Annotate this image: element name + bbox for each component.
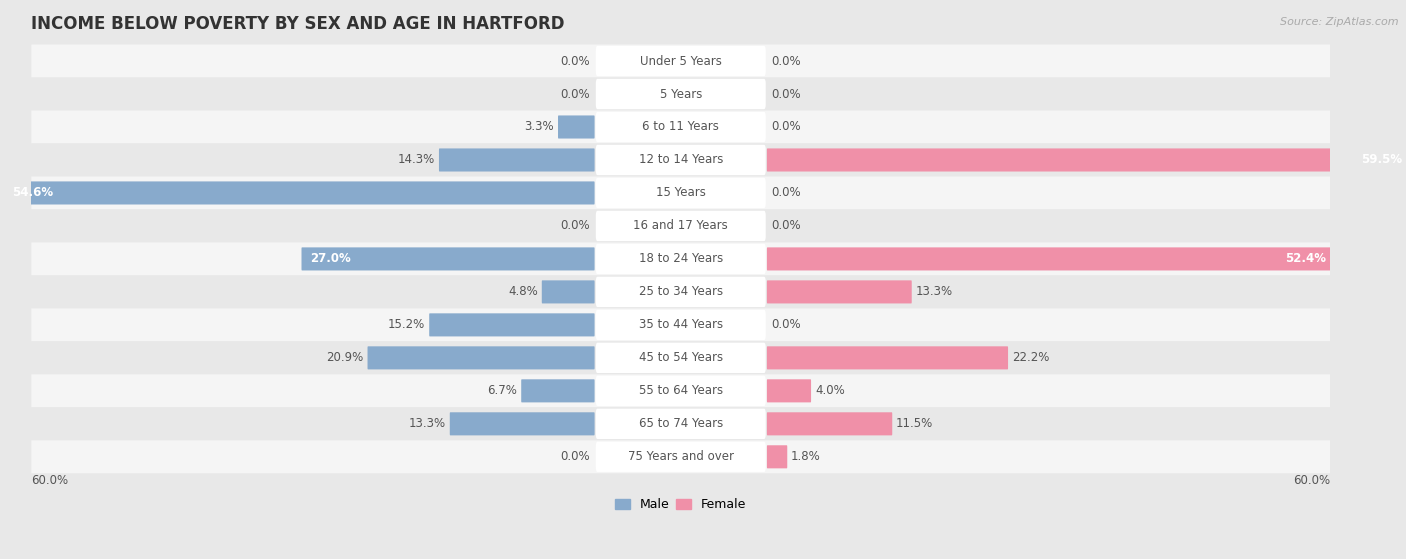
FancyBboxPatch shape xyxy=(31,144,1330,177)
Text: 0.0%: 0.0% xyxy=(560,55,591,68)
Text: 6.7%: 6.7% xyxy=(488,385,517,397)
Text: 52.4%: 52.4% xyxy=(1285,253,1326,266)
Text: 0.0%: 0.0% xyxy=(560,88,591,101)
FancyBboxPatch shape xyxy=(596,244,766,274)
Text: 3.3%: 3.3% xyxy=(524,121,554,134)
FancyBboxPatch shape xyxy=(450,413,595,435)
Text: 11.5%: 11.5% xyxy=(896,418,934,430)
Text: 0.0%: 0.0% xyxy=(772,187,801,200)
FancyBboxPatch shape xyxy=(766,347,1008,369)
Text: 25 to 34 Years: 25 to 34 Years xyxy=(638,286,723,299)
Text: 0.0%: 0.0% xyxy=(772,319,801,331)
FancyBboxPatch shape xyxy=(766,248,1334,271)
Text: 0.0%: 0.0% xyxy=(772,88,801,101)
FancyBboxPatch shape xyxy=(31,342,1330,375)
FancyBboxPatch shape xyxy=(31,78,1330,111)
Text: 0.0%: 0.0% xyxy=(772,121,801,134)
Text: 0.0%: 0.0% xyxy=(772,220,801,233)
Text: 13.3%: 13.3% xyxy=(409,418,446,430)
FancyBboxPatch shape xyxy=(596,277,766,307)
FancyBboxPatch shape xyxy=(3,182,595,205)
FancyBboxPatch shape xyxy=(439,149,595,172)
FancyBboxPatch shape xyxy=(596,79,766,109)
FancyBboxPatch shape xyxy=(766,446,787,468)
Text: 59.5%: 59.5% xyxy=(1361,154,1403,167)
FancyBboxPatch shape xyxy=(596,310,766,340)
FancyBboxPatch shape xyxy=(31,45,1330,78)
Text: 1.8%: 1.8% xyxy=(792,451,821,463)
FancyBboxPatch shape xyxy=(766,149,1406,172)
Legend: Male, Female: Male, Female xyxy=(610,493,751,516)
FancyBboxPatch shape xyxy=(596,178,766,208)
Text: Under 5 Years: Under 5 Years xyxy=(640,55,721,68)
FancyBboxPatch shape xyxy=(558,116,595,139)
FancyBboxPatch shape xyxy=(596,112,766,142)
Text: 4.8%: 4.8% xyxy=(508,286,538,299)
Text: 15.2%: 15.2% xyxy=(388,319,426,331)
Text: 18 to 24 Years: 18 to 24 Years xyxy=(638,253,723,266)
FancyBboxPatch shape xyxy=(31,177,1330,210)
FancyBboxPatch shape xyxy=(31,210,1330,243)
FancyBboxPatch shape xyxy=(31,276,1330,309)
Text: 35 to 44 Years: 35 to 44 Years xyxy=(638,319,723,331)
FancyBboxPatch shape xyxy=(31,243,1330,276)
FancyBboxPatch shape xyxy=(31,408,1330,440)
FancyBboxPatch shape xyxy=(31,440,1330,473)
Text: 75 Years and over: 75 Years and over xyxy=(627,451,734,463)
Text: 65 to 74 Years: 65 to 74 Years xyxy=(638,418,723,430)
Text: 0.0%: 0.0% xyxy=(560,220,591,233)
Text: INCOME BELOW POVERTY BY SEX AND AGE IN HARTFORD: INCOME BELOW POVERTY BY SEX AND AGE IN H… xyxy=(31,15,565,33)
FancyBboxPatch shape xyxy=(429,314,595,337)
FancyBboxPatch shape xyxy=(522,380,595,402)
Text: 13.3%: 13.3% xyxy=(915,286,953,299)
Text: 55 to 64 Years: 55 to 64 Years xyxy=(638,385,723,397)
FancyBboxPatch shape xyxy=(596,145,766,175)
FancyBboxPatch shape xyxy=(596,409,766,439)
FancyBboxPatch shape xyxy=(31,309,1330,342)
Text: 14.3%: 14.3% xyxy=(398,154,434,167)
FancyBboxPatch shape xyxy=(596,442,766,472)
FancyBboxPatch shape xyxy=(596,46,766,76)
Text: 45 to 54 Years: 45 to 54 Years xyxy=(638,352,723,364)
FancyBboxPatch shape xyxy=(766,380,811,402)
Text: 0.0%: 0.0% xyxy=(560,451,591,463)
Text: 4.0%: 4.0% xyxy=(815,385,845,397)
Text: 20.9%: 20.9% xyxy=(326,352,364,364)
Text: 22.2%: 22.2% xyxy=(1012,352,1049,364)
FancyBboxPatch shape xyxy=(766,413,893,435)
FancyBboxPatch shape xyxy=(766,281,911,304)
FancyBboxPatch shape xyxy=(31,375,1330,408)
FancyBboxPatch shape xyxy=(367,347,595,369)
Text: 15 Years: 15 Years xyxy=(655,187,706,200)
Text: 27.0%: 27.0% xyxy=(311,253,352,266)
FancyBboxPatch shape xyxy=(596,376,766,406)
Text: 16 and 17 Years: 16 and 17 Years xyxy=(633,220,728,233)
Text: 0.0%: 0.0% xyxy=(772,55,801,68)
FancyBboxPatch shape xyxy=(301,248,595,271)
Text: 12 to 14 Years: 12 to 14 Years xyxy=(638,154,723,167)
Text: 60.0%: 60.0% xyxy=(31,474,69,487)
FancyBboxPatch shape xyxy=(596,343,766,373)
FancyBboxPatch shape xyxy=(541,281,595,304)
Text: Source: ZipAtlas.com: Source: ZipAtlas.com xyxy=(1281,17,1399,27)
Text: 6 to 11 Years: 6 to 11 Years xyxy=(643,121,720,134)
Text: 5 Years: 5 Years xyxy=(659,88,702,101)
FancyBboxPatch shape xyxy=(596,211,766,241)
Text: 54.6%: 54.6% xyxy=(11,187,53,200)
Text: 60.0%: 60.0% xyxy=(1294,474,1330,487)
FancyBboxPatch shape xyxy=(31,111,1330,144)
